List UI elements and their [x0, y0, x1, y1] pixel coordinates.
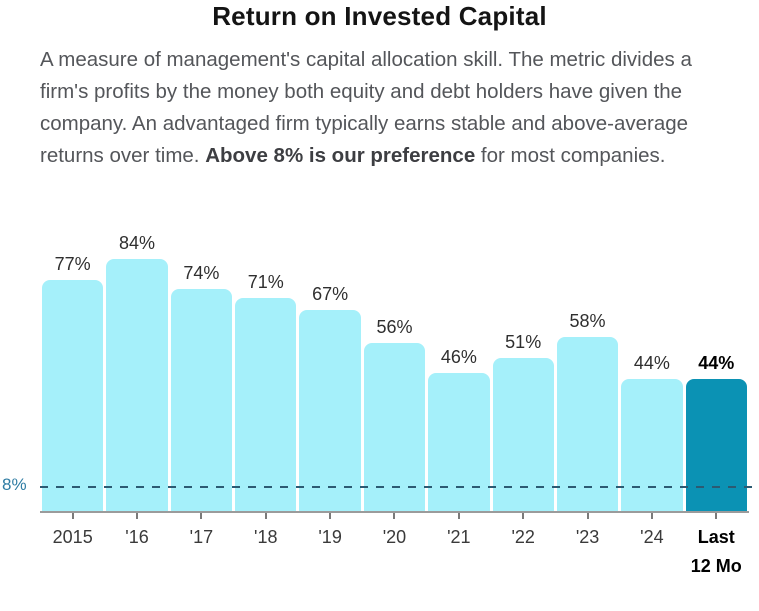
x-axis-line: [40, 511, 749, 513]
x-axis-cell: '23: [557, 513, 618, 581]
x-axis-tick: [264, 513, 267, 519]
bar: [492, 358, 554, 511]
roic-bar-chart: 8% 77% 84% 74% 71% 67% 56% 46% 51% 58% 44% 44% 201…: [0, 225, 759, 611]
bar: [170, 289, 233, 511]
x-axis-tick: [457, 513, 460, 519]
bar-highlight: [685, 379, 747, 511]
reference-line-label: 8%: [2, 475, 27, 494]
bar-value-label: 84%: [119, 233, 156, 253]
bar-slot: 46%: [428, 347, 490, 511]
bar-slot: 77%: [42, 254, 104, 511]
x-axis-tick: [136, 513, 139, 519]
bar: [106, 259, 168, 511]
x-axis-tick: [71, 513, 74, 519]
x-axis-cell: '19: [299, 513, 360, 581]
x-axis-tick: [522, 513, 525, 519]
x-axis-label: 2015: [52, 527, 93, 547]
x-axis-label: '18: [254, 527, 278, 547]
bar: [42, 280, 104, 511]
x-axis-cell: '22: [493, 513, 554, 581]
bar-value-label: 56%: [376, 317, 413, 337]
description-tail-text: for most companies.: [475, 144, 666, 167]
bar-value-label: 51%: [505, 332, 542, 352]
description-bold-text: Above 8% is our preference: [205, 144, 476, 167]
bar: [621, 379, 683, 511]
reference-dashed-line: [40, 486, 752, 488]
bar: [363, 343, 426, 511]
x-axis-label: '21: [447, 527, 471, 547]
x-axis-label: '22: [511, 527, 535, 547]
x-axis-cell: '24: [621, 513, 682, 581]
bar-value-label: 44%: [698, 353, 735, 373]
bar: [299, 310, 361, 511]
x-axis-label: '20: [382, 527, 407, 547]
bar: [235, 298, 297, 511]
x-axis-label: '23: [575, 527, 600, 547]
bar-value-label: 46%: [440, 347, 477, 367]
bar-value-label: 58%: [569, 311, 606, 331]
bar: [428, 373, 490, 511]
bar-slot: 67%: [299, 284, 361, 511]
bar-slot: 56%: [363, 317, 426, 511]
x-axis-cell: '17: [171, 513, 232, 581]
bar: [556, 337, 619, 511]
x-axis-cell: '20: [364, 513, 425, 581]
plot-area: 77% 84% 74% 71% 67% 56% 46% 51% 58% 44% 44%: [40, 225, 752, 511]
x-axis-tick: [200, 513, 203, 519]
description-regular-text: A measure of management's capital alloca…: [40, 48, 692, 167]
bar-value-label: 77%: [54, 254, 91, 274]
x-axis-cell: Last 12 Mo: [686, 513, 747, 581]
x-axis-label: '16: [125, 527, 149, 547]
bar-slot: 44%: [621, 353, 683, 511]
x-axis-label: '17: [189, 527, 214, 547]
bar-slot: 44%: [685, 353, 747, 511]
x-axis-tick: [650, 513, 653, 519]
x-axis-label: '24: [640, 527, 664, 547]
x-axis-tick: [329, 513, 332, 519]
bar-slot: 51%: [492, 332, 554, 511]
page-title: Return on Invested Capital: [212, 1, 547, 31]
bar-slot: 74%: [170, 263, 233, 511]
bar-slot: 84%: [106, 233, 168, 511]
x-axis-tick: [393, 513, 396, 519]
bar-value-label: 67%: [312, 284, 349, 304]
x-axis-label: Last 12 Mo: [690, 527, 742, 576]
bars-container: 77% 84% 74% 71% 67% 56% 46% 51% 58% 44% 44%: [40, 225, 748, 511]
bar-value-label: 74%: [183, 263, 220, 283]
x-axis-cell: '16: [106, 513, 167, 581]
x-axis-cell: '21: [428, 513, 489, 581]
x-axis-tick: [586, 513, 589, 519]
bar-slot: 58%: [556, 311, 619, 511]
bar-value-label: 44%: [633, 353, 670, 373]
x-axis-cell: 2015: [42, 513, 103, 581]
x-axis-tick: [715, 513, 718, 519]
x-axis-label: '19: [318, 527, 342, 547]
description-text: A measure of management's capital alloca…: [40, 44, 725, 172]
x-axis-cell: '18: [235, 513, 296, 581]
bar-slot: 71%: [235, 272, 297, 511]
bar-value-label: 71%: [247, 272, 284, 292]
x-axis: 2015 '16 '17 '18 '19 '20 '21 '22 '23 '24 Last 12 M…: [40, 513, 748, 581]
